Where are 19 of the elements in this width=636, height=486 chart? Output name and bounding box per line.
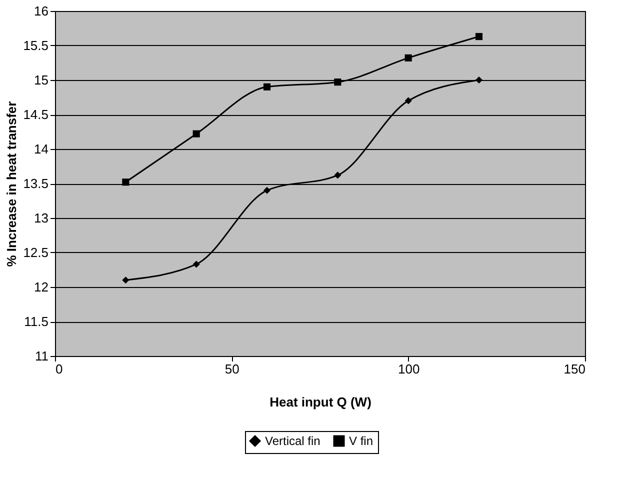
y-tick-label: 15 — [34, 72, 48, 88]
y-tick-label: 15.5 — [23, 38, 48, 53]
y-tick-label: 11.5 — [24, 314, 48, 329]
y-axis-title: % Increase in heat transfer — [4, 101, 20, 267]
y-tick-label: 13.5 — [23, 176, 48, 191]
x-tick-label: 100 — [398, 362, 420, 376]
y-tick-label: 11 — [35, 348, 48, 364]
y-tick-label: 14.5 — [23, 107, 48, 122]
y-tick-label: 13 — [34, 210, 48, 226]
y-tick-label: 12 — [34, 280, 48, 294]
legend-label: V fin — [349, 434, 374, 448]
x-axis-title: Heat input Q (W) — [270, 394, 372, 410]
legend-label: Vertical fin — [265, 434, 320, 448]
y-tick-label: 12.5 — [23, 245, 48, 260]
x-tick-label: 150 — [564, 362, 586, 376]
x-tick-label: 50 — [224, 362, 240, 376]
y-tick-label: 16 — [34, 4, 48, 18]
y-tick-label: 14 — [34, 142, 48, 156]
x-tick-label: 0 — [56, 362, 63, 376]
